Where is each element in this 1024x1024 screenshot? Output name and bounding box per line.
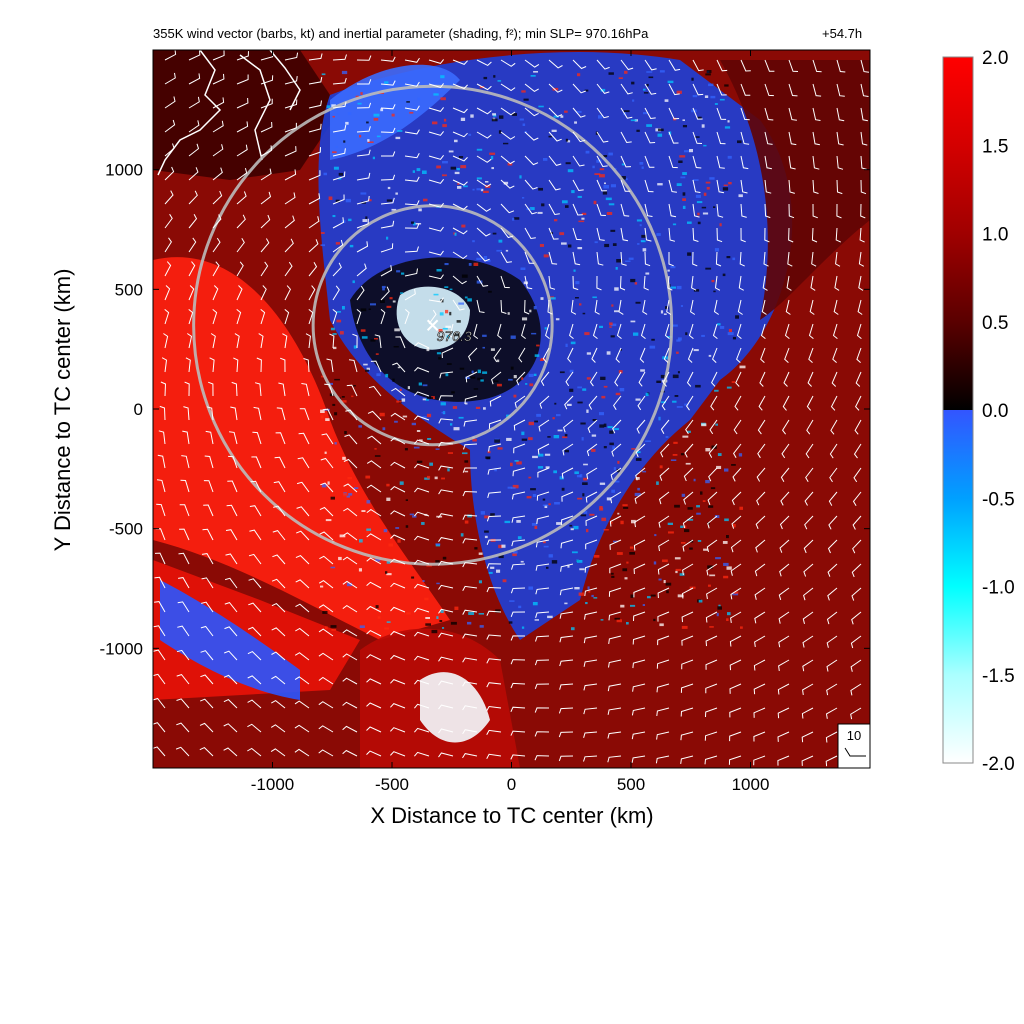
wind-barbs [153, 50, 870, 767]
colorbar-tick-label: 0.5 [982, 313, 1008, 334]
x-tick-label: -1000 [251, 775, 294, 794]
colorbar-frame [942, 56, 974, 764]
colorbar-tick-label: 0.0 [982, 401, 1008, 422]
colorbar-tick-label: -0.5 [982, 489, 1015, 510]
colorbar-positive [943, 57, 973, 410]
blue-streaks-south-west [160, 580, 300, 700]
x-tick-label: -500 [375, 775, 409, 794]
axes: -1000 -500 0 500 1000 -1000 -500 0 500 1000 [100, 50, 870, 794]
center-marker: 970.3 [426, 319, 472, 345]
range-ring-2 [192, 84, 674, 566]
colorbar-tick-label: -1.0 [982, 578, 1015, 599]
x-tick-label: 500 [617, 775, 645, 794]
colorbar-tick-label: 1.5 [982, 136, 1008, 157]
dark-nw-region [153, 50, 340, 180]
field-texture [320, 70, 746, 634]
time-label: +54.7h [822, 26, 863, 41]
blue-jet-north [330, 64, 460, 160]
colorbar-tick-label: 2.0 [982, 48, 1008, 69]
center-marker-label: 970.3 [437, 328, 472, 344]
y-tick-label: 500 [115, 280, 143, 299]
coastline [157, 50, 301, 176]
x-tick-label: 0 [507, 775, 516, 794]
bright-red-band-west [153, 257, 450, 640]
y-tick-label: -500 [109, 520, 143, 539]
reference-vector: 10 [837, 723, 871, 769]
chart-title: 355K wind vector (barbs, kt) and inertia… [153, 26, 649, 41]
colorbar-negative [943, 410, 973, 763]
y-tick-label: -1000 [100, 639, 143, 658]
colorbar-tick-label: -1.5 [982, 666, 1015, 687]
range-ring-1 [311, 204, 554, 447]
y-tick-label: 0 [134, 400, 143, 419]
colorbar-tick-label: -2.0 [982, 754, 1015, 775]
x-axis-label: X Distance to TC center (km) [370, 803, 653, 828]
x-tick-label: 1000 [732, 775, 770, 794]
y-axis-label: Y Distance to TC center (km) [50, 269, 75, 552]
dark-red-ne [720, 60, 870, 320]
y-tick-label: 1000 [105, 161, 143, 180]
plot-area: 970.3 [153, 50, 870, 768]
colorbar: 2.0 1.5 1.0 0.5 0.0 -0.5 -1.0 -1.5 -2.0 [942, 48, 1015, 775]
reference-vector-label: 10 [847, 728, 861, 743]
white-patch-south [420, 672, 490, 743]
blue-outflow-region [318, 52, 793, 640]
colorbar-tick-label: 1.0 [982, 225, 1008, 246]
